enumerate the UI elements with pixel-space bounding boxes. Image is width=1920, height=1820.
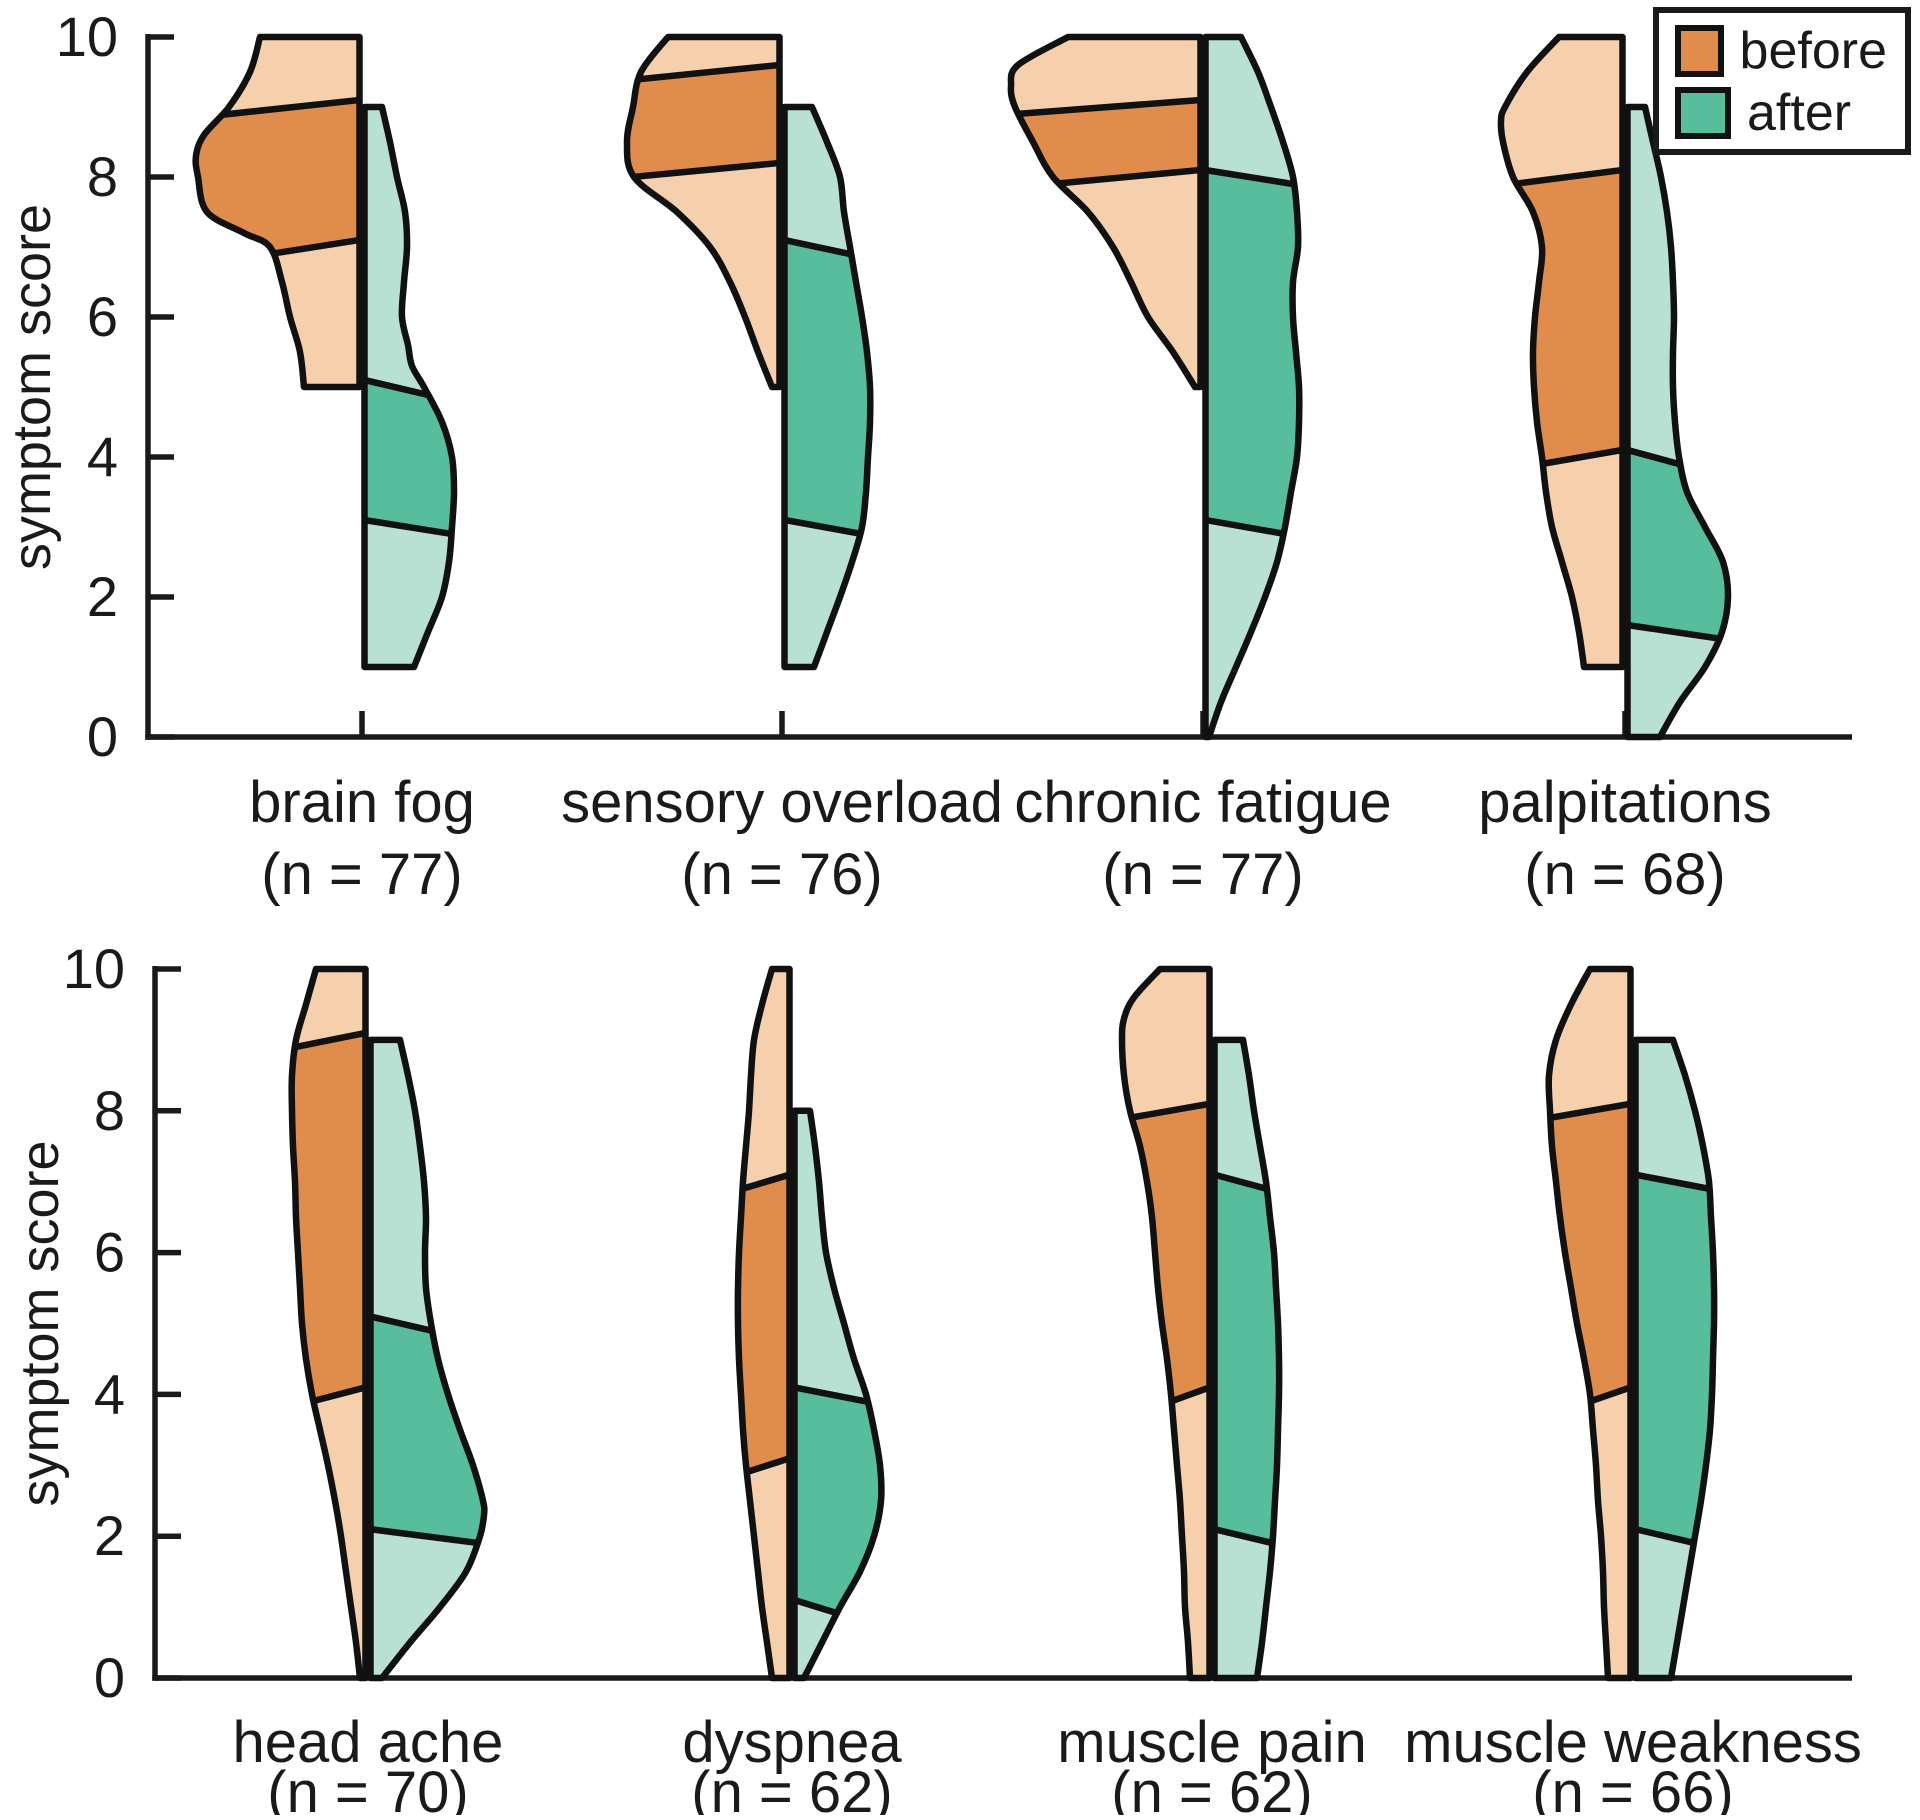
quartile-line-q3 <box>370 1309 485 1398</box>
y-tick-label: 4 <box>94 1362 125 1425</box>
y-axis-title: symptom score <box>10 1140 70 1506</box>
violin-outline <box>288 965 369 1682</box>
category-label: brain fog <box>249 770 475 835</box>
category-label: muscle pain <box>1057 1710 1366 1775</box>
violin-outline <box>367 1036 488 1682</box>
violin-iqr-group <box>370 1309 485 1576</box>
violin-outline <box>734 965 793 1682</box>
violin-outline <box>1545 965 1634 1682</box>
legend-item-before: before <box>1675 25 1887 77</box>
quartile-line-q3 <box>784 233 871 316</box>
iqr-band <box>784 236 871 581</box>
violin-before-chronic-fatigue <box>1010 37 1201 387</box>
category-n-label: (n = 77) <box>261 842 463 907</box>
iqr-band <box>626 63 780 196</box>
y-tick-label: 10 <box>56 5 118 68</box>
quartile-line-q1 <box>784 513 871 585</box>
quartile-line-q3 <box>1214 1167 1280 1270</box>
violin-outline <box>361 103 458 671</box>
violin-iqr-group <box>1500 164 1623 512</box>
category-n-label: (n = 62) <box>1111 1760 1313 1815</box>
category-label: dyspnea <box>682 1710 902 1775</box>
quartile-line-q1 <box>364 514 454 578</box>
y-tick-label: 0 <box>94 1646 125 1709</box>
quartile-line-q1 <box>794 1591 882 1678</box>
y-tick-label: 4 <box>87 425 118 488</box>
iqr-band <box>794 1384 882 1678</box>
violin-iqr-group <box>626 60 780 199</box>
quartile-line-q1 <box>370 1523 485 1576</box>
y-tick-label: 10 <box>63 937 125 1000</box>
legend-label-after: after <box>1747 84 1852 142</box>
quartile-line-q1 <box>1635 1522 1715 1612</box>
quartile-line-q3 <box>1122 1097 1210 1167</box>
quartile-line-q1 <box>626 158 780 199</box>
category-label: palpitations <box>1478 770 1771 835</box>
violin-outline <box>1624 103 1732 741</box>
y-tick-label: 2 <box>87 565 118 628</box>
quartile-line-q3 <box>291 1026 366 1105</box>
violin-outline <box>1497 33 1626 671</box>
before-swatch-icon <box>1675 25 1724 77</box>
violin-outline <box>1632 1036 1718 1682</box>
plot-row-1: 0 2 4 6 8 10 symptom score head ache(n = 70) dys… <box>10 937 1862 1820</box>
violin-iqr-group <box>794 1381 882 1678</box>
legend-item-after: after <box>1675 87 1887 139</box>
y-tick-label: 8 <box>94 1079 125 1142</box>
quartile-line-q3 <box>1548 1097 1631 1166</box>
quartile-line-q3 <box>626 60 780 103</box>
category-label: sensory overload <box>561 770 1003 835</box>
category-label: muscle weakness <box>1404 1710 1862 1775</box>
quartile-line-q3 <box>1010 95 1201 129</box>
quartile-line-q3 <box>1627 442 1729 545</box>
legend-label-before: before <box>1739 22 1887 80</box>
quartile-line-q3 <box>737 1166 790 1280</box>
plot-row-0: 0 2 4 6 8 10 symptom score brain fog (n = 77) sen… <box>2 5 1852 907</box>
quartile-line-q1 <box>291 1379 366 1479</box>
violin-outline <box>791 1107 885 1682</box>
violin-outline <box>623 33 783 391</box>
violin-outline <box>1007 33 1204 391</box>
quartile-line-q3 <box>1205 164 1300 228</box>
violin-outline <box>781 103 874 671</box>
quartile-line-q3 <box>364 372 454 463</box>
category-n-label: (n = 68) <box>1524 842 1726 907</box>
quartile-line-q1 <box>1500 443 1623 512</box>
category-n-label: (n = 77) <box>1102 842 1304 907</box>
y-tick-label: 6 <box>87 285 118 348</box>
y-tick-label: 8 <box>87 145 118 208</box>
violin-iqr-group <box>1214 1167 1280 1614</box>
violin-iqr-group <box>1205 164 1300 583</box>
y-tick-label: 0 <box>87 705 118 768</box>
after-swatch-icon <box>1675 87 1731 139</box>
violin-outline <box>1211 1036 1283 1682</box>
quartile-line-q1 <box>1214 1522 1280 1614</box>
quartile-line-q1 <box>1205 513 1300 583</box>
quartile-line-q3 <box>794 1381 882 1457</box>
y-axis-title: symptom score <box>2 204 62 570</box>
violin-outline <box>192 33 363 391</box>
iqr-band <box>1205 167 1300 580</box>
violin-outline <box>1118 965 1213 1682</box>
iqr-band <box>364 376 454 574</box>
category-n-label: (n = 70) <box>267 1760 469 1815</box>
y-tick-label: 6 <box>94 1221 125 1284</box>
category-n-label: (n = 62) <box>691 1760 893 1815</box>
y-tick-label: 2 <box>94 1504 125 1567</box>
iqr-band <box>1500 167 1623 509</box>
violin-iqr-group <box>784 233 871 585</box>
category-label: chronic fatigue <box>1014 770 1391 835</box>
category-n-label: (n = 76) <box>681 842 883 907</box>
violin-outline <box>1202 33 1303 741</box>
quartile-line-q3 <box>1635 1168 1715 1243</box>
category-label: head ache <box>233 1710 504 1775</box>
legend: before after <box>1653 7 1911 155</box>
quartile-line-q3 <box>1500 164 1623 217</box>
quartile-line-q1 <box>1627 619 1729 679</box>
category-n-label: (n = 66) <box>1532 1760 1734 1815</box>
violin-iqr-group <box>364 372 454 578</box>
